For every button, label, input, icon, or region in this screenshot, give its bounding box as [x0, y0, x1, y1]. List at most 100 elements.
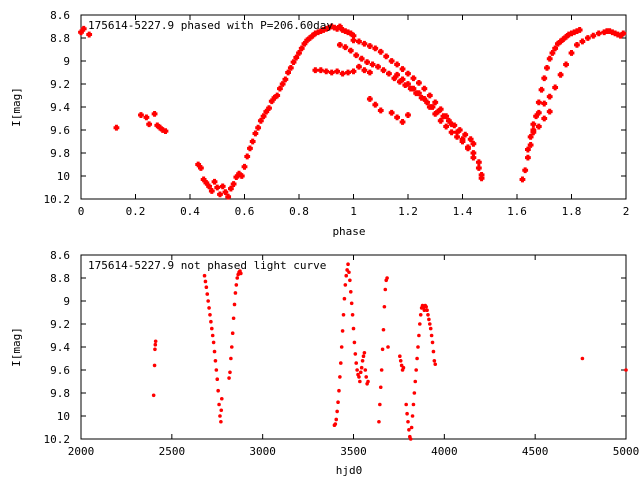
data-point [432, 99, 439, 106]
data-point [360, 359, 365, 363]
data-point [416, 79, 422, 86]
data-point [414, 368, 418, 372]
data-point [210, 326, 214, 331]
data-point [557, 71, 564, 78]
data-point [339, 70, 346, 77]
data-point [213, 359, 218, 363]
data-point [552, 45, 559, 52]
data-point [282, 76, 289, 83]
data-point [380, 67, 387, 74]
data-point [214, 368, 219, 372]
data-point [352, 340, 357, 345]
data-point [399, 119, 406, 125]
x-axis-label: phase [332, 225, 365, 238]
x-tick-label: 3000 [249, 445, 276, 458]
data-point [347, 270, 351, 275]
data-point [382, 304, 387, 309]
data-point [408, 437, 413, 441]
data-point [527, 142, 534, 148]
data-point [153, 342, 158, 347]
data-point [428, 322, 432, 326]
data-point [113, 124, 120, 131]
y-tick-label: 8.6 [50, 9, 70, 22]
data-point [388, 109, 395, 116]
data-point [350, 37, 357, 44]
x-tick-label: 5000 [613, 445, 640, 458]
unphased-light-curve-panel: 2000 2500 3000 3500 4000 4500 5000 8.6 8.8 9 9.2 9… [10, 249, 639, 477]
data-point [268, 98, 275, 105]
data-point [361, 40, 368, 47]
x-tick-label: 1.6 [507, 205, 527, 218]
data-point [399, 76, 406, 83]
data-point [341, 313, 346, 317]
data-point [338, 375, 342, 379]
data-point [232, 302, 237, 307]
data-point [363, 368, 368, 372]
data-point [443, 123, 450, 130]
data-point [459, 138, 466, 145]
data-point [263, 108, 270, 115]
data-point [398, 359, 403, 363]
data-point [399, 66, 406, 72]
data-point [260, 113, 267, 120]
data-point [421, 96, 428, 102]
data-point [350, 313, 355, 317]
y-tick-label: 9.8 [50, 147, 70, 160]
data-point [580, 356, 585, 361]
y-tick-label: 10.2 [44, 193, 71, 206]
data-point [80, 25, 87, 32]
data-point [338, 361, 343, 365]
data-point [293, 54, 300, 61]
data-point [418, 322, 422, 326]
data-point [366, 379, 370, 384]
data-point [412, 391, 417, 395]
data-point [298, 45, 305, 52]
data-point [546, 108, 553, 115]
data-point [229, 356, 233, 361]
x-axis: 2000 2500 3000 3500 4000 4500 5000 [68, 255, 640, 458]
data-point [296, 50, 302, 56]
data-point [78, 29, 84, 36]
data-point [538, 86, 545, 93]
data-point [470, 140, 477, 147]
data-point [351, 326, 356, 331]
data-point [377, 48, 384, 55]
data-point [377, 107, 384, 114]
data-point [377, 419, 381, 424]
data-point [405, 411, 409, 416]
chart-title: 175614-5227.9 not phased light curve [88, 259, 326, 272]
data-point [448, 129, 455, 136]
data-point [152, 363, 157, 368]
data-point [617, 32, 624, 39]
data-point [138, 112, 144, 118]
data-point [383, 287, 388, 292]
data-point [228, 370, 232, 375]
data-point [454, 129, 460, 136]
data-point [227, 185, 234, 192]
data-point [219, 408, 224, 413]
data-point [522, 167, 529, 174]
plot-frame [80, 254, 627, 440]
data-point [525, 154, 531, 161]
data-point [234, 283, 239, 287]
data-point [427, 317, 431, 322]
data-point [574, 42, 580, 48]
data-point [209, 319, 213, 324]
data-point [225, 193, 232, 200]
data-point [530, 129, 537, 136]
data-point [624, 368, 628, 372]
data-point [396, 78, 403, 85]
data-point [356, 63, 362, 70]
data-point [416, 345, 420, 349]
data-point [372, 101, 379, 108]
data-point [233, 174, 240, 181]
data-point [347, 47, 354, 54]
data-point [287, 65, 294, 71]
y-tick-label: 8.8 [50, 32, 70, 45]
data-point [244, 153, 251, 160]
data-point [475, 159, 482, 166]
data-point [162, 128, 169, 135]
data-point [353, 352, 358, 356]
y-tick-label: 9.2 [50, 78, 70, 91]
y-tick-label: 9.4 [50, 341, 70, 354]
